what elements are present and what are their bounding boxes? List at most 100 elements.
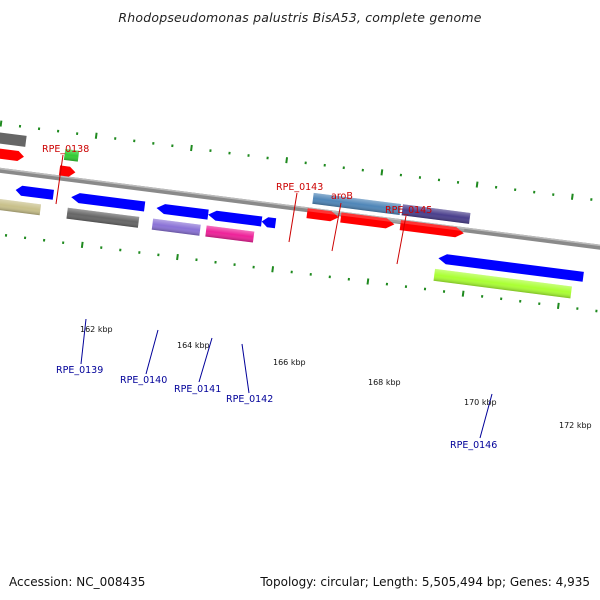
accession-label: Accession: NC_008435 [9, 575, 146, 589]
upper-tick-mark [570, 193, 574, 200]
upper-tick-mark [494, 185, 498, 189]
gene-label-rpe0143[interactable]: RPE_0143 [276, 182, 323, 193]
lower-tick-mark [500, 297, 503, 301]
cds-forward-arrow-rpe0143[interactable] [306, 208, 339, 222]
cds-reverse-arrow-rpe0142[interactable] [261, 217, 277, 229]
upper-tick-mark [380, 169, 384, 176]
upper-tick-mark [37, 127, 41, 131]
lower-tick-mark [290, 270, 293, 274]
gene-label-rpe0141[interactable]: RPE_0141 [174, 384, 221, 395]
lower-tick-mark [138, 251, 141, 254]
gene-label-rpe0142[interactable]: RPE_0142 [226, 394, 273, 405]
cds-reverse-arrow-rpe0139[interactable] [71, 192, 146, 212]
feature-shading [433, 268, 572, 299]
reverse-gene-labels: RPE_0139 RPE_0140 RPE_0141 RPE_0142 RPE_… [56, 318, 497, 451]
upper-tick-mark [266, 156, 269, 160]
lower-tick-mark [271, 266, 275, 273]
cds-reverse-arrow-rpe0146[interactable] [438, 253, 584, 282]
upper-tick-mark [399, 173, 403, 177]
feature-shading [0, 198, 42, 216]
feature-shading [151, 218, 201, 236]
upper-tick-row [0, 120, 593, 201]
forward-strand-features [0, 132, 471, 238]
lower-tick-mark [23, 236, 27, 240]
scale-label-168: 168 kbp [368, 378, 401, 387]
label-leader-rpe0138 [55, 154, 64, 205]
label-leader-rpe0140 [145, 329, 159, 375]
gene-label-rpe0138[interactable]: RPE_0138 [42, 144, 89, 155]
lower-tick-mark [556, 302, 560, 309]
scale-labels: 162 kbp 164 kbp 166 kbp 168 kbp 170 kbp … [80, 325, 592, 430]
upper-tick-mark [323, 163, 326, 167]
upper-tick-mark [18, 124, 22, 128]
lower-tick-mark [442, 290, 446, 293]
cds-forward-arrow-arob[interactable] [340, 212, 395, 230]
cds-reverse-arrow-edge[interactable] [15, 185, 55, 200]
lower-tick-mark [309, 273, 312, 276]
upper-tick-mark [171, 144, 174, 148]
upper-tick-mark [285, 157, 289, 164]
feature-shading [66, 207, 140, 228]
cds-reverse-arrow-rpe0141[interactable] [207, 210, 263, 227]
upper-tick-mark [228, 151, 231, 155]
label-leader-rpe0139 [80, 318, 87, 365]
upper-tick-mark [342, 166, 345, 170]
lower-tick-mark [42, 238, 46, 242]
lower-tick-mark [214, 260, 217, 264]
lower-tick-mark [576, 307, 579, 310]
lower-tick-mark [328, 275, 331, 279]
gene-label-arob[interactable]: aroB [331, 191, 353, 202]
lower-tick-mark [385, 282, 389, 286]
lower-tick-mark [195, 258, 198, 262]
genome-backbone-highlight [0, 164, 600, 255]
gene-feature-gray-edge[interactable] [0, 132, 27, 147]
feature-shading [205, 225, 255, 243]
scale-label-166: 166 kbp [273, 358, 306, 367]
label-leader-rpe0146 [479, 393, 493, 439]
lower-tick-mark [461, 290, 465, 297]
upper-tick-mark [56, 129, 60, 133]
cds-forward-arrow-rpe0145[interactable] [399, 220, 465, 238]
lower-tick-mark [252, 265, 255, 269]
lower-tick-mark [595, 309, 598, 313]
upper-tick-mark [152, 141, 155, 145]
upper-tick-mark [75, 132, 79, 135]
gene-label-rpe0146[interactable]: RPE_0146 [450, 440, 497, 451]
upper-tick-mark [361, 168, 364, 172]
cds-forward-arrow-rpe0138[interactable] [58, 165, 76, 177]
lower-tick-mark [366, 278, 370, 285]
scale-label-170: 170 kbp [464, 398, 497, 407]
label-leader-arob [331, 202, 342, 252]
upper-tick-mark [0, 120, 3, 127]
feature-shading [307, 208, 465, 232]
upper-tick-mark [114, 137, 117, 140]
gene-label-rpe0145[interactable]: RPE_0145 [385, 205, 432, 216]
upper-tick-mark [590, 198, 593, 201]
lower-tick-mark [423, 287, 427, 291]
lower-tick-mark [480, 294, 484, 298]
gene-label-rpe0140[interactable]: RPE_0140 [120, 375, 167, 386]
scale-label-172: 172 kbp [559, 421, 592, 430]
cds-forward-arrow[interactable] [0, 148, 25, 161]
lower-tick-mark [233, 263, 236, 267]
upper-tick-mark [247, 154, 250, 157]
upper-tick-mark [456, 181, 460, 184]
lower-tick-mark [80, 241, 84, 248]
cds-reverse-arrow-rpe0140[interactable] [156, 203, 209, 220]
upper-tick-mark [209, 149, 212, 153]
upper-tick-mark [94, 132, 98, 139]
upper-tick-mark [533, 190, 536, 194]
map-title: Rhodopseudomonas palustris BisA53, compl… [118, 10, 482, 25]
track-group [0, 120, 600, 313]
scale-label-162: 162 kbp [80, 325, 113, 334]
feature-shading [312, 192, 402, 215]
gene-label-rpe0139[interactable]: RPE_0139 [56, 365, 103, 376]
lower-tick-mark [519, 299, 522, 303]
lower-tick-mark [404, 285, 408, 288]
forward-gene-labels: RPE_0138 RPE_0143 aroB RPE_0145 [42, 144, 432, 265]
scale-label-164: 164 kbp [177, 341, 210, 350]
label-leader-rpe0141 [198, 337, 213, 383]
lower-tick-mark [119, 248, 122, 252]
